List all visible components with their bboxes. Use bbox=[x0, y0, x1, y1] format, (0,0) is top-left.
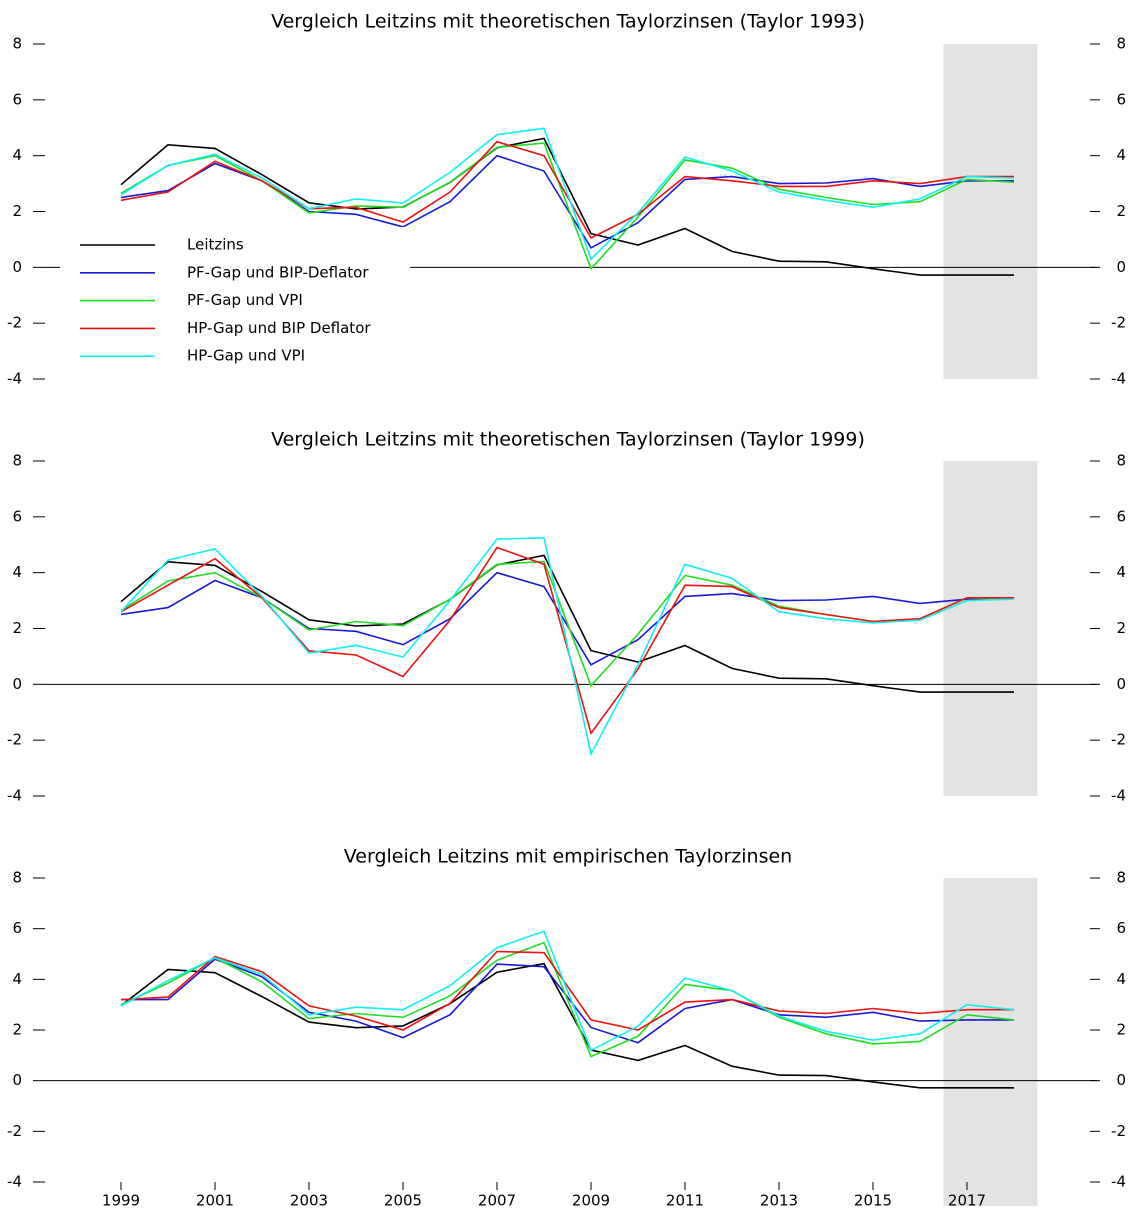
legend-label: PF-Gap und BIP-Deflator bbox=[187, 263, 369, 281]
y-tick-label: 4 bbox=[12, 970, 22, 988]
legend-label: Leitzins bbox=[187, 236, 244, 254]
x-tick-label: 2003 bbox=[290, 1192, 328, 1210]
y-tick-label: 2 bbox=[12, 619, 22, 637]
y2-tick-label: 4 bbox=[1116, 146, 1126, 164]
y2-tick-label: 2 bbox=[1116, 1021, 1126, 1039]
x-tick-label: 2017 bbox=[948, 1192, 986, 1210]
y2-tick-label: 2 bbox=[1116, 619, 1126, 637]
y2-tick-label: -2 bbox=[1111, 731, 1126, 749]
y2-tick-label: 2 bbox=[1116, 202, 1126, 220]
series-line bbox=[120, 140, 1014, 240]
y2-tick-label: 4 bbox=[1116, 970, 1126, 988]
x-tick-label: 1999 bbox=[102, 1192, 140, 1210]
y-tick-label: -4 bbox=[7, 370, 22, 388]
series-line bbox=[120, 950, 1014, 1031]
highlight-region bbox=[943, 878, 1038, 1206]
series-line bbox=[120, 962, 1014, 1089]
y2-tick-label: -4 bbox=[1111, 787, 1126, 805]
x-tick-label: 2015 bbox=[854, 1192, 892, 1210]
highlight-region bbox=[943, 44, 1038, 379]
legend-label: HP-Gap und BIP Deflator bbox=[187, 319, 371, 337]
series-line bbox=[120, 137, 1014, 276]
y2-tick-label: -2 bbox=[1111, 314, 1126, 332]
y-tick-label: 6 bbox=[12, 507, 22, 525]
y-tick-label: 2 bbox=[12, 1021, 22, 1039]
legend-label: HP-Gap und VPI bbox=[187, 347, 305, 365]
x-tick-label: 2011 bbox=[666, 1192, 704, 1210]
y-tick-label: 0 bbox=[12, 1071, 22, 1089]
y2-tick-label: 6 bbox=[1116, 919, 1126, 937]
y2-tick-label: 0 bbox=[1116, 675, 1126, 693]
x-tick-label: 2013 bbox=[760, 1192, 798, 1210]
chart-title: Vergleich Leitzins mit theoretischen Tay… bbox=[271, 11, 865, 33]
y-tick-label: -4 bbox=[7, 1173, 22, 1191]
y2-tick-label: 0 bbox=[1116, 1071, 1126, 1089]
y2-tick-label: -4 bbox=[1111, 1173, 1126, 1191]
series-line bbox=[120, 536, 1015, 757]
y-tick-label: 6 bbox=[12, 919, 22, 937]
series-line bbox=[120, 930, 1015, 1052]
highlight-region bbox=[943, 461, 1038, 796]
legend-background bbox=[60, 227, 410, 372]
y-tick-label: 4 bbox=[12, 563, 22, 581]
x-tick-label: 2009 bbox=[572, 1192, 610, 1210]
y-tick-label: 2 bbox=[12, 202, 22, 220]
series-line bbox=[120, 941, 1015, 1058]
legend-label: PF-Gap und VPI bbox=[187, 291, 303, 309]
series-line bbox=[120, 546, 1014, 736]
y-tick-label: -4 bbox=[7, 787, 22, 805]
series-line bbox=[120, 554, 1014, 693]
chart-title: Vergleich Leitzins mit empirischen Taylo… bbox=[344, 846, 792, 868]
y2-tick-label: 0 bbox=[1116, 258, 1126, 276]
y-tick-label: -2 bbox=[7, 314, 22, 332]
y-tick-label: 6 bbox=[12, 90, 22, 108]
y2-tick-label: 4 bbox=[1116, 563, 1126, 581]
x-tick-label: 2007 bbox=[478, 1192, 516, 1210]
x-tick-label: 2005 bbox=[384, 1192, 422, 1210]
series-line bbox=[121, 958, 1014, 1044]
y-tick-label: -2 bbox=[7, 731, 22, 749]
y-tick-label: 8 bbox=[12, 35, 22, 53]
y2-tick-label: 6 bbox=[1116, 507, 1126, 525]
series-line bbox=[120, 560, 1015, 688]
y2-tick-label: -2 bbox=[1111, 1122, 1126, 1140]
x-tick-label: 2001 bbox=[196, 1192, 234, 1210]
y-tick-label: -2 bbox=[7, 1122, 22, 1140]
y-tick-label: 0 bbox=[12, 675, 22, 693]
chart-title: Vergleich Leitzins mit theoretischen Tay… bbox=[271, 429, 865, 451]
y2-tick-label: 8 bbox=[1116, 452, 1126, 470]
y-tick-label: 4 bbox=[12, 146, 22, 164]
y2-tick-label: 8 bbox=[1116, 35, 1126, 53]
y2-tick-label: 6 bbox=[1116, 90, 1126, 108]
y2-tick-label: -4 bbox=[1111, 370, 1126, 388]
y-tick-label: 8 bbox=[12, 869, 22, 887]
y-tick-label: 8 bbox=[12, 452, 22, 470]
y-tick-label: 0 bbox=[12, 258, 22, 276]
y2-tick-label: 8 bbox=[1116, 869, 1126, 887]
series-line bbox=[120, 127, 1015, 261]
